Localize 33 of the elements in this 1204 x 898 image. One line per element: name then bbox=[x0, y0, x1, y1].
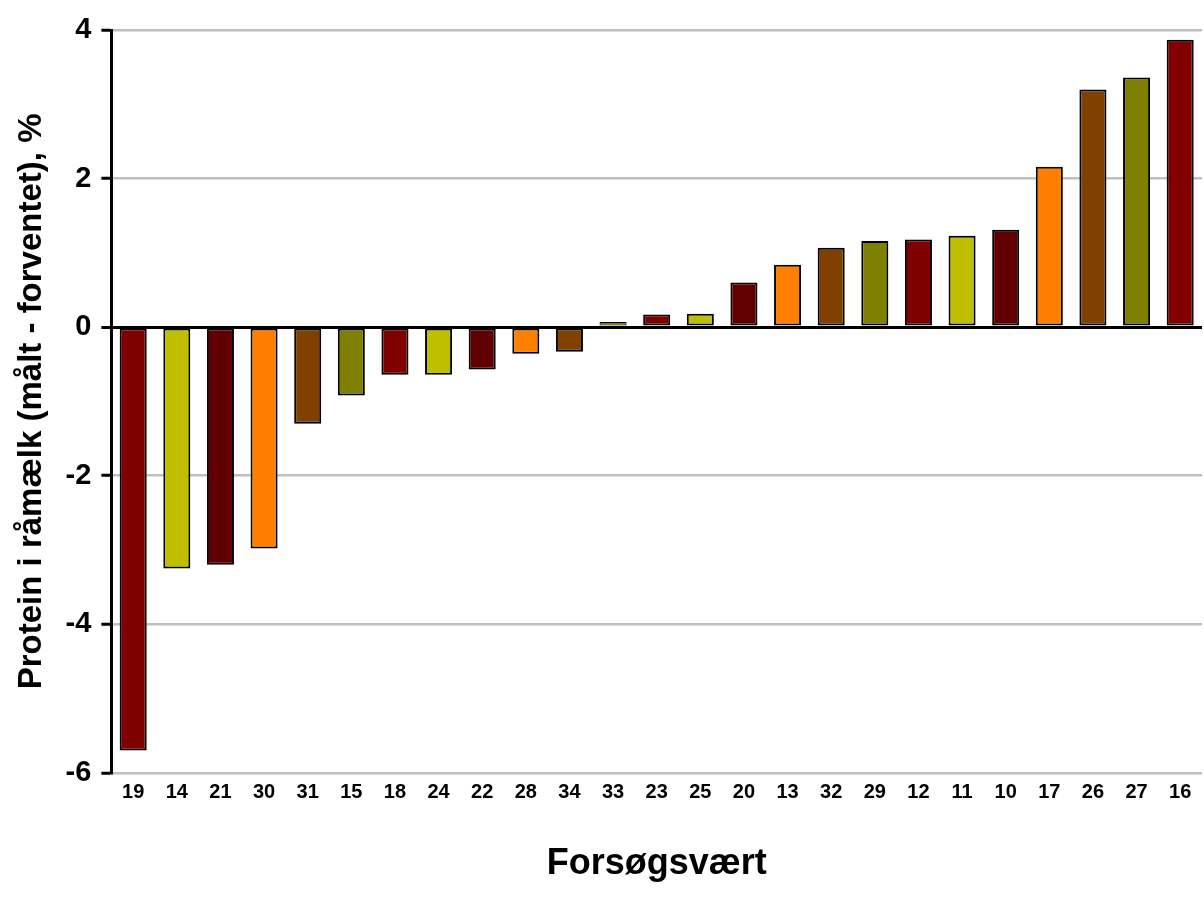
x-tick-label: 13 bbox=[776, 780, 799, 803]
y-tick-label: -2 bbox=[65, 457, 92, 490]
x-tick-label: 20 bbox=[732, 780, 756, 803]
x-tick-label: 24 bbox=[427, 780, 451, 803]
x-tick-label: 14 bbox=[165, 780, 189, 803]
x-tick-label: 15 bbox=[340, 780, 363, 803]
y-axis-title: Protein i råmælk (målt - forventet), % bbox=[10, 113, 48, 690]
y-tick-label: -4 bbox=[65, 606, 92, 639]
y-tick-label: -6 bbox=[65, 754, 92, 787]
x-tick-label: 16 bbox=[1169, 780, 1192, 803]
y-tick-label: 0 bbox=[75, 309, 92, 342]
x-tick-label: 29 bbox=[863, 780, 886, 803]
x-tick-label: 12 bbox=[907, 780, 930, 803]
x-tick-label: 10 bbox=[994, 780, 1017, 803]
x-axis-title: Forsøgsvært bbox=[546, 841, 767, 883]
x-tick-label: 28 bbox=[514, 780, 537, 803]
y-tick-label: 4 bbox=[75, 12, 92, 44]
x-tick-label: 18 bbox=[383, 780, 407, 803]
x-tick-label: 31 bbox=[296, 780, 319, 803]
x-tick-label: 32 bbox=[820, 780, 843, 803]
x-tick-label: 22 bbox=[471, 780, 494, 803]
x-tick-label: 25 bbox=[689, 780, 712, 803]
x-tick-label: 19 bbox=[122, 780, 145, 803]
x-tick-label: 33 bbox=[601, 780, 625, 803]
x-tick-label: 11 bbox=[951, 780, 973, 803]
x-tick-label: 21 bbox=[209, 780, 232, 803]
x-tick-label: 30 bbox=[252, 780, 276, 803]
x-tick-label: 26 bbox=[1081, 780, 1105, 803]
x-tick-label: 27 bbox=[1125, 780, 1148, 803]
x-tick-label: 23 bbox=[645, 780, 668, 803]
x-tick-label: 17 bbox=[1038, 780, 1061, 803]
y-tick-label: 2 bbox=[75, 160, 92, 193]
x-tick-label: 34 bbox=[558, 780, 582, 803]
